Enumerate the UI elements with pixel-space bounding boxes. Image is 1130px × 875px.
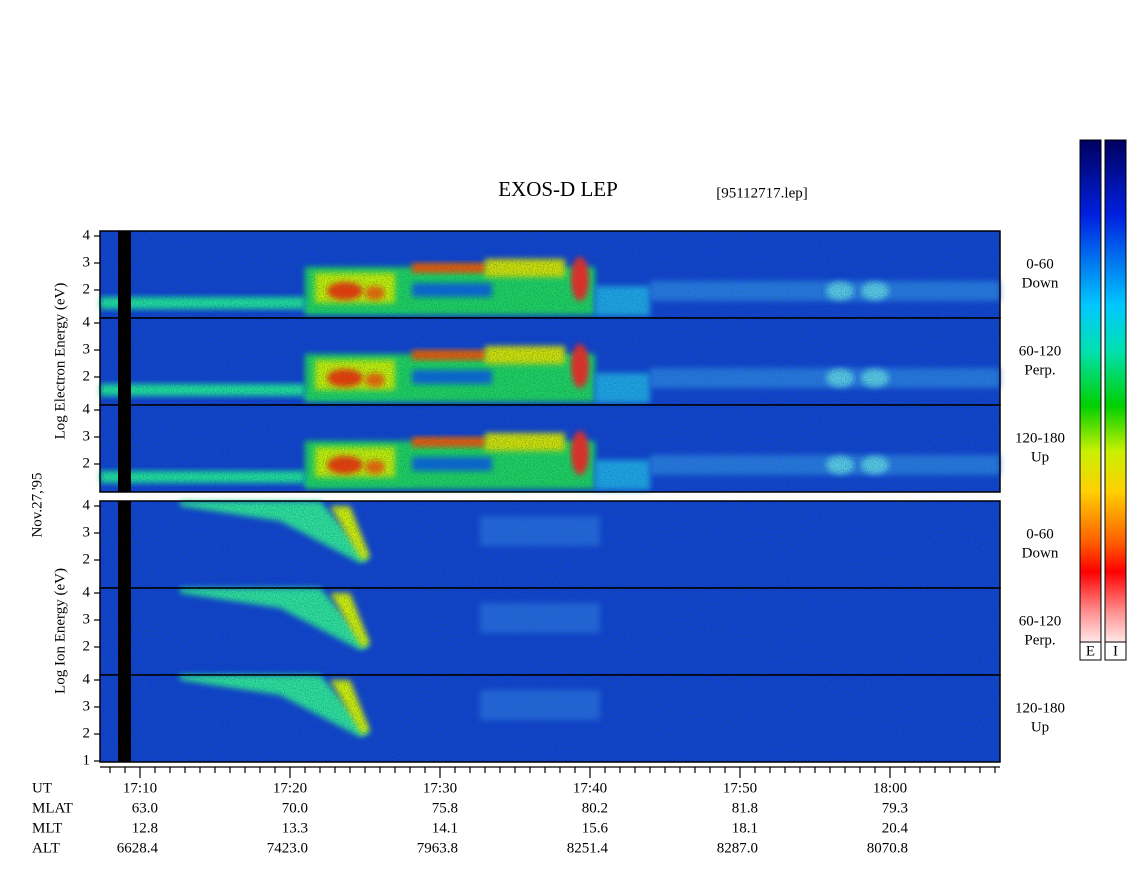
spectrogram-panels: 4 3 2 0-60 Down 4 3 2 60-120 Perp. 4 3 2 120-180 Up 4 3 2…	[83, 227, 1066, 768]
direction: Up	[1031, 449, 1049, 465]
row-label: MLT	[32, 820, 62, 836]
satellite-gap	[118, 501, 131, 588]
direction: Perp.	[1024, 362, 1055, 378]
spectrogram-image	[100, 231, 1000, 318]
spectrogram-image	[100, 588, 1000, 675]
y-tick-label: 1	[83, 752, 91, 768]
row-value: 17:20	[273, 780, 307, 796]
satellite-gap	[118, 405, 131, 492]
colorbar-label: I	[1113, 643, 1118, 659]
time-axis: UT 17:10 17:20 17:30 17:40 17:50 18:00 MLAT 63.0…	[32, 766, 1000, 856]
row-value: 17:50	[723, 780, 757, 796]
y-tick-label: 3	[83, 341, 91, 357]
satellite-gap	[118, 318, 131, 405]
direction: Down	[1022, 545, 1059, 561]
direction: Perp.	[1024, 632, 1055, 648]
row-value: 17:40	[573, 780, 607, 796]
y-tick-label: 2	[83, 551, 91, 567]
y-tick-label: 2	[83, 455, 91, 471]
y-tick-label: 3	[83, 698, 91, 714]
electron-axis-label: Log Electron Energy (eV)	[52, 283, 68, 440]
row-value: 70.0	[282, 800, 308, 816]
colorbar-label-box	[1104, 641, 1127, 661]
date: Nov.27,'95	[29, 472, 45, 537]
panel-frame	[99, 404, 1001, 493]
row-value: 15.6	[582, 820, 609, 836]
title: EXOS-D LEP	[498, 177, 618, 201]
row-value: 8287.0	[717, 840, 758, 856]
colorbar-label-box	[1079, 641, 1102, 661]
y-tick-label: 2	[83, 725, 91, 741]
row-value: 79.3	[882, 800, 908, 816]
colorbar	[1079, 139, 1102, 643]
row-value: 7423.0	[267, 840, 308, 856]
row-value: 12.8	[132, 820, 158, 836]
row-label: UT	[32, 780, 52, 796]
row-value: 17:10	[123, 780, 157, 796]
pitch-angle: 60-120	[1019, 343, 1062, 359]
y-tick-label: 4	[83, 227, 91, 243]
spectrogram-image	[100, 405, 1000, 492]
row-value: 80.2	[582, 800, 608, 816]
panel-frame	[99, 674, 1001, 763]
row-value: 17:30	[423, 780, 457, 796]
row-label: MLAT	[32, 800, 73, 816]
pitch-angle: 120-180	[1015, 430, 1065, 446]
row-value: 6628.4	[117, 840, 159, 856]
row-value: 18.1	[732, 820, 758, 836]
y-tick-label: 4	[83, 314, 91, 330]
pitch-angle: 120-180	[1015, 700, 1065, 716]
row-value: 14.1	[432, 820, 458, 836]
colorbar	[1104, 139, 1127, 643]
row-value: 18:00	[873, 780, 907, 796]
y-tick-label: 4	[83, 584, 91, 600]
y-tick-label: 2	[83, 638, 91, 654]
satellite-gap	[118, 675, 131, 762]
file-name: [95112717.lep]	[716, 185, 808, 201]
direction: Up	[1031, 719, 1049, 735]
ion-axis-label: Log Ion Energy (eV)	[52, 568, 68, 694]
satellite-gap	[118, 588, 131, 675]
row-label: ALT	[32, 840, 60, 856]
row-value: 13.3	[282, 820, 308, 836]
pitch-angle: 60-120	[1019, 613, 1062, 629]
spectrogram-image	[100, 501, 1000, 588]
spectrogram-image	[100, 318, 1000, 405]
y-tick-label: 3	[83, 611, 91, 627]
row-value: 81.8	[732, 800, 758, 816]
row-value: 7963.8	[417, 840, 458, 856]
row-value: 63.0	[132, 800, 158, 816]
satellite-gap	[118, 231, 131, 318]
row-value: 8251.4	[567, 840, 609, 856]
row-value: 75.8	[432, 800, 458, 816]
direction: Down	[1022, 275, 1059, 291]
row-value: 8070.8	[867, 840, 908, 856]
y-tick-label: 2	[83, 281, 91, 297]
y-tick-label: 3	[83, 428, 91, 444]
pitch-angle: 0-60	[1026, 526, 1054, 542]
y-tick-label: 4	[83, 497, 91, 513]
y-tick-label: 2	[83, 368, 91, 384]
y-tick-label: 3	[83, 524, 91, 540]
row-value: 20.4	[882, 820, 909, 836]
pitch-angle: 0-60	[1026, 256, 1054, 272]
spectrogram-image	[100, 675, 1000, 762]
y-tick-label: 4	[83, 671, 91, 687]
colorbar-label: E	[1086, 643, 1095, 659]
y-tick-label: 4	[83, 401, 91, 417]
y-tick-label: 3	[83, 254, 91, 270]
